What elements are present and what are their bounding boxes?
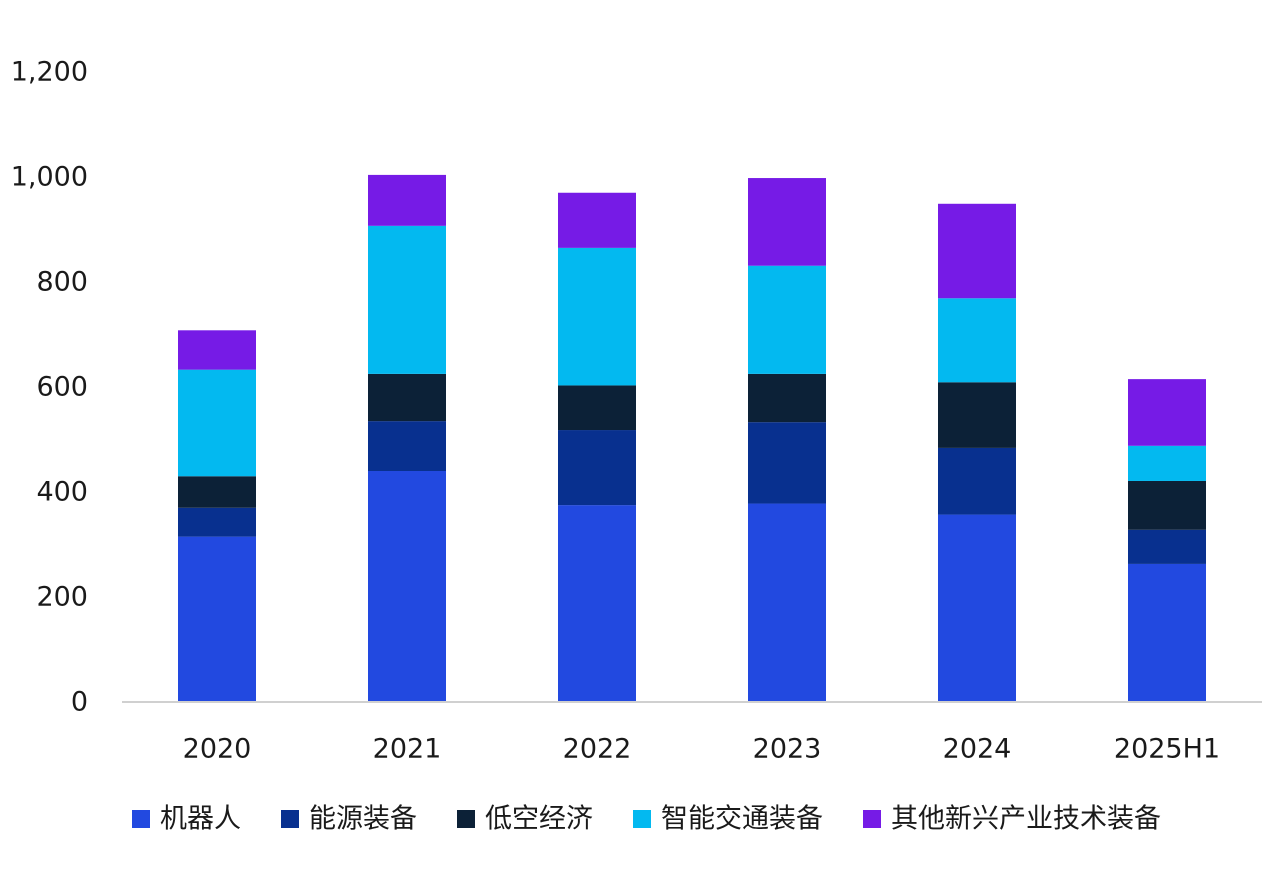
bar-segment bbox=[368, 471, 446, 702]
x-tick-label: 2020 bbox=[183, 734, 252, 765]
legend-swatch bbox=[132, 810, 150, 828]
y-tick-label: 400 bbox=[36, 477, 88, 508]
bar-segment bbox=[748, 503, 826, 702]
bar-segment bbox=[558, 192, 636, 248]
y-tick-label: 200 bbox=[36, 582, 88, 613]
legend-label: 其他新兴产业技术装备 bbox=[891, 804, 1161, 835]
legend-swatch bbox=[281, 810, 299, 828]
x-axis-ticks: 2020 2021 2022 2023 2024 2025H1 bbox=[183, 734, 1220, 765]
bar-segment bbox=[368, 373, 446, 422]
bar-segment bbox=[938, 382, 1016, 448]
bar-segment bbox=[748, 373, 826, 423]
bar-segment bbox=[938, 514, 1016, 702]
bar-segment bbox=[368, 225, 446, 374]
x-tick-label: 2025H1 bbox=[1114, 734, 1220, 765]
bar-segment bbox=[748, 178, 826, 266]
bar-segment bbox=[748, 265, 826, 374]
bar-segment bbox=[1128, 529, 1206, 564]
bar-segment bbox=[178, 369, 256, 477]
legend-item: 智能交通装备 bbox=[633, 804, 823, 835]
bar-segment bbox=[368, 174, 446, 226]
bar-segment bbox=[558, 430, 636, 506]
bar-segment bbox=[558, 385, 636, 431]
legend-label: 低空经济 bbox=[485, 804, 593, 835]
legend-swatch bbox=[863, 810, 881, 828]
bar-segment bbox=[938, 298, 1016, 383]
y-tick-label: 1,200 bbox=[11, 57, 88, 88]
y-tick-label: 1,000 bbox=[11, 162, 88, 193]
legend: 机器人 能源装备 低空经济 智能交通装备 其他新兴产业技术装备 bbox=[132, 804, 1161, 835]
bar-segment bbox=[1128, 445, 1206, 481]
bar-segment bbox=[178, 507, 256, 537]
bar-segment bbox=[178, 330, 256, 370]
bar-segment bbox=[178, 476, 256, 508]
bar-segment bbox=[1128, 379, 1206, 446]
bar-segment bbox=[1128, 480, 1206, 530]
bar-segment bbox=[938, 203, 1016, 299]
bar-segment bbox=[368, 421, 446, 471]
bar-segment bbox=[178, 536, 256, 702]
y-tick-label: 800 bbox=[36, 267, 88, 298]
legend-label: 智能交通装备 bbox=[661, 804, 823, 835]
x-tick-label: 2024 bbox=[943, 734, 1012, 765]
legend-item: 其他新兴产业技术装备 bbox=[863, 804, 1161, 835]
bar-segment bbox=[558, 505, 636, 702]
legend-item: 低空经济 bbox=[457, 804, 593, 835]
y-tick-label: 600 bbox=[36, 372, 88, 403]
legend-item: 能源装备 bbox=[281, 804, 417, 835]
bar-segment bbox=[1128, 563, 1206, 702]
legend-label: 能源装备 bbox=[309, 804, 417, 835]
legend-swatch bbox=[633, 810, 651, 828]
x-tick-label: 2023 bbox=[753, 734, 822, 765]
legend-item: 机器人 bbox=[132, 804, 241, 835]
y-tick-label: 0 bbox=[71, 687, 88, 718]
bar-segment bbox=[558, 247, 636, 386]
bar-segment bbox=[938, 447, 1016, 515]
x-tick-label: 2021 bbox=[373, 734, 442, 765]
bar-stacks bbox=[178, 174, 1206, 702]
legend-swatch bbox=[457, 810, 475, 828]
bar-segment bbox=[748, 422, 826, 504]
legend-label: 机器人 bbox=[160, 804, 241, 835]
x-tick-label: 2022 bbox=[563, 734, 632, 765]
y-axis-ticks: 0 200 400 600 800 1,000 1,200 bbox=[11, 57, 88, 718]
